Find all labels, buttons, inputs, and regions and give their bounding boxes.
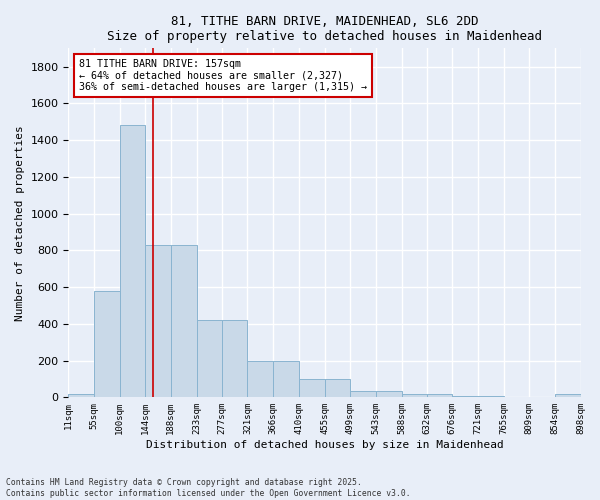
- Bar: [401, 394, 427, 398]
- Y-axis label: Number of detached properties: Number of detached properties: [15, 125, 25, 320]
- Text: 81 TITHE BARN DRIVE: 157sqm
← 64% of detached houses are smaller (2,327)
36% of : 81 TITHE BARN DRIVE: 157sqm ← 64% of det…: [79, 59, 367, 92]
- Bar: [427, 394, 452, 398]
- Bar: [247, 360, 274, 398]
- Text: Contains HM Land Registry data © Crown copyright and database right 2025.
Contai: Contains HM Land Registry data © Crown c…: [6, 478, 410, 498]
- Bar: [274, 360, 299, 398]
- Bar: [325, 379, 350, 398]
- Bar: [222, 320, 247, 398]
- Bar: [452, 396, 478, 398]
- X-axis label: Distribution of detached houses by size in Maidenhead: Distribution of detached houses by size …: [146, 440, 503, 450]
- Bar: [170, 245, 197, 398]
- Bar: [197, 320, 222, 398]
- Title: 81, TITHE BARN DRIVE, MAIDENHEAD, SL6 2DD
Size of property relative to detached : 81, TITHE BARN DRIVE, MAIDENHEAD, SL6 2D…: [107, 15, 542, 43]
- Bar: [68, 394, 94, 398]
- Bar: [120, 126, 145, 398]
- Bar: [376, 391, 401, 398]
- Bar: [350, 391, 376, 398]
- Bar: [478, 396, 504, 398]
- Bar: [299, 379, 325, 398]
- Bar: [94, 291, 120, 398]
- Bar: [555, 394, 581, 398]
- Bar: [145, 245, 170, 398]
